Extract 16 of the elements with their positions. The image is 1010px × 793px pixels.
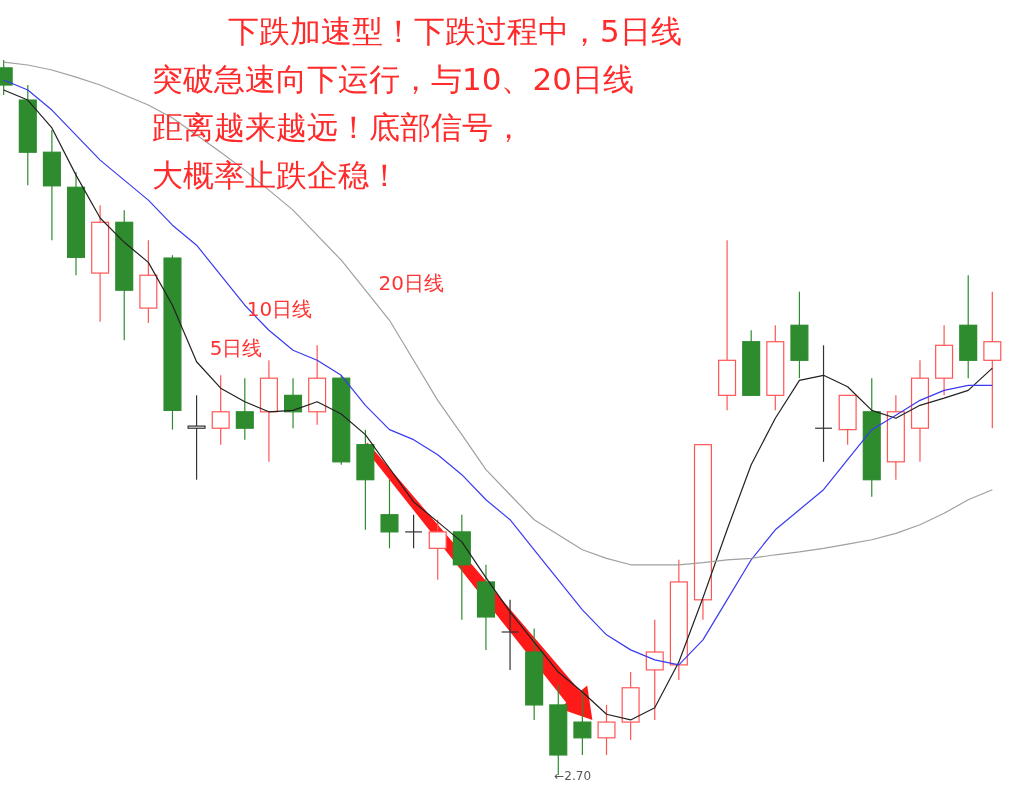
candlestick bbox=[211, 374, 230, 446]
candlestick bbox=[380, 479, 399, 549]
candlestick bbox=[597, 704, 616, 756]
candlestick bbox=[645, 619, 664, 721]
annotation: ←2.70 bbox=[554, 769, 592, 783]
candlestick bbox=[983, 291, 1002, 429]
candlestick bbox=[501, 599, 520, 671]
text: 下跌加速型！下跌过程中，5日线突破急速向下运行，与10、20日线距离越来越远！底部信号，大概率止跌企稳！ bbox=[152, 13, 682, 193]
candlestick bbox=[573, 689, 592, 756]
candlestick bbox=[428, 519, 447, 581]
candlestick bbox=[187, 394, 206, 481]
candlestick bbox=[235, 377, 254, 441]
series-label: 20日线 bbox=[378, 271, 444, 296]
series-label: 10日线 bbox=[246, 297, 313, 322]
series-label: 5日线 bbox=[209, 336, 263, 361]
candlestick bbox=[404, 514, 423, 549]
